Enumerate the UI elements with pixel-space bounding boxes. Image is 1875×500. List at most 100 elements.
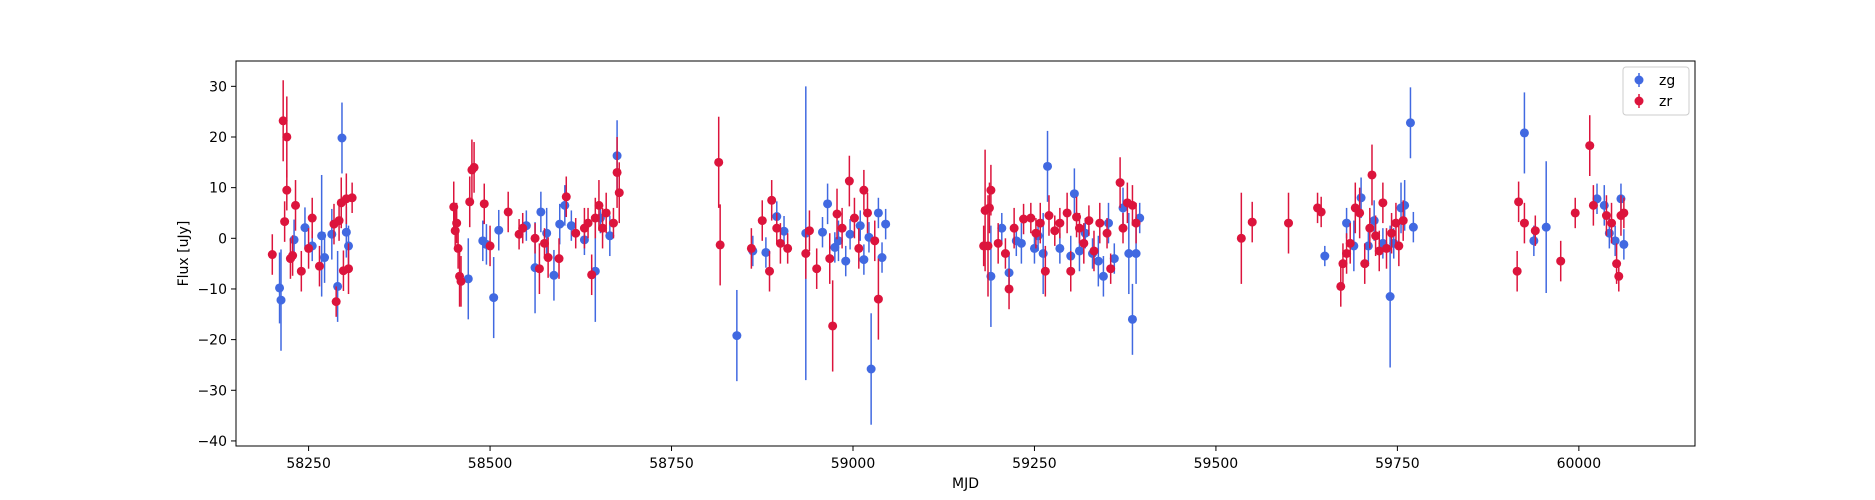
legend-label: zr bbox=[1659, 94, 1672, 110]
data-point bbox=[1029, 243, 1039, 253]
data-point bbox=[1009, 223, 1019, 233]
data-point bbox=[291, 200, 301, 210]
data-point bbox=[757, 216, 767, 226]
data-point bbox=[1115, 178, 1125, 188]
data-point bbox=[587, 270, 597, 280]
data-point bbox=[1089, 246, 1099, 256]
x-tick-label: 59750 bbox=[1375, 456, 1420, 472]
data-point bbox=[1371, 231, 1381, 241]
data-point bbox=[849, 213, 859, 223]
data-point bbox=[873, 294, 883, 304]
data-point bbox=[314, 261, 324, 271]
data-point bbox=[1398, 216, 1408, 226]
data-point bbox=[859, 255, 869, 265]
y-tick-label: 10 bbox=[209, 181, 227, 197]
data-point bbox=[300, 223, 310, 233]
data-point bbox=[1016, 238, 1026, 248]
data-point bbox=[1074, 246, 1084, 256]
data-point bbox=[1069, 189, 1079, 199]
data-point bbox=[555, 219, 565, 229]
data-point bbox=[566, 221, 576, 231]
data-point bbox=[1374, 246, 1384, 256]
data-point bbox=[485, 241, 495, 251]
data-point bbox=[612, 167, 622, 177]
data-point bbox=[465, 197, 475, 207]
data-point bbox=[1619, 239, 1629, 249]
data-point bbox=[489, 293, 499, 303]
legend-marker bbox=[1634, 75, 1644, 85]
data-point bbox=[1084, 216, 1094, 226]
data-point bbox=[344, 264, 354, 274]
y-tick-label: −30 bbox=[197, 383, 227, 399]
data-point bbox=[598, 223, 608, 233]
data-point bbox=[289, 235, 299, 245]
data-point bbox=[765, 266, 775, 276]
data-point bbox=[837, 223, 847, 233]
legend-label: zg bbox=[1659, 73, 1675, 89]
data-point bbox=[280, 217, 290, 227]
data-point bbox=[605, 231, 615, 241]
data-point bbox=[812, 264, 822, 274]
data-point bbox=[1514, 197, 1524, 207]
data-point bbox=[1080, 228, 1090, 238]
data-point bbox=[1038, 249, 1048, 258]
x-tick-label: 58750 bbox=[649, 456, 694, 472]
data-point bbox=[714, 157, 724, 167]
data-point bbox=[1026, 213, 1036, 223]
data-point bbox=[1519, 128, 1529, 138]
data-point bbox=[1044, 211, 1054, 221]
data-point bbox=[1124, 249, 1134, 258]
data-point bbox=[767, 195, 777, 205]
data-point bbox=[1405, 118, 1415, 128]
data-point bbox=[845, 229, 855, 239]
x-tick-label: 59500 bbox=[1194, 456, 1239, 472]
y-axis: −40 −30 −20 −10 0 10 20 30 bbox=[197, 79, 236, 450]
data-point bbox=[1031, 228, 1041, 238]
data-point bbox=[278, 116, 288, 126]
data-point bbox=[1336, 281, 1346, 291]
data-point bbox=[494, 225, 504, 235]
data-point bbox=[761, 247, 771, 257]
data-point bbox=[1610, 236, 1620, 246]
data-point bbox=[1118, 223, 1128, 233]
data-point bbox=[1599, 200, 1609, 210]
data-point bbox=[828, 321, 838, 331]
data-point bbox=[1408, 222, 1418, 232]
data-point bbox=[870, 236, 880, 246]
data-point bbox=[571, 228, 581, 238]
series-zg bbox=[275, 86, 1629, 425]
data-point bbox=[859, 185, 869, 195]
data-point bbox=[1385, 292, 1395, 302]
data-point bbox=[825, 254, 835, 264]
data-point bbox=[453, 243, 463, 253]
data-point bbox=[877, 253, 887, 263]
data-point bbox=[1360, 259, 1370, 269]
data-point bbox=[275, 283, 285, 293]
data-point bbox=[1342, 218, 1352, 228]
data-point bbox=[583, 218, 593, 228]
data-point bbox=[1391, 218, 1401, 228]
data-point bbox=[1019, 214, 1029, 224]
data-point bbox=[560, 200, 570, 210]
legend-marker bbox=[1634, 96, 1644, 106]
data-point bbox=[732, 331, 742, 341]
x-tick-label: 60000 bbox=[1557, 456, 1602, 472]
data-point bbox=[1127, 314, 1137, 324]
data-point bbox=[801, 249, 811, 258]
data-point bbox=[715, 240, 725, 250]
data-point bbox=[1529, 236, 1539, 246]
data-point bbox=[296, 266, 306, 276]
data-point bbox=[1519, 218, 1529, 228]
data-point bbox=[783, 243, 793, 253]
data-point bbox=[1556, 256, 1566, 266]
data-point bbox=[282, 185, 292, 195]
data-point bbox=[1109, 254, 1119, 264]
data-point bbox=[1570, 208, 1580, 218]
data-point bbox=[841, 256, 851, 266]
data-point bbox=[1585, 141, 1595, 151]
data-point bbox=[1247, 217, 1257, 227]
data-point bbox=[463, 274, 473, 284]
data-point bbox=[561, 192, 571, 202]
data-point bbox=[1356, 193, 1366, 203]
x-axis: 58250 58500 58750 59000 59250 59500 59750 60000 bbox=[286, 446, 1601, 472]
